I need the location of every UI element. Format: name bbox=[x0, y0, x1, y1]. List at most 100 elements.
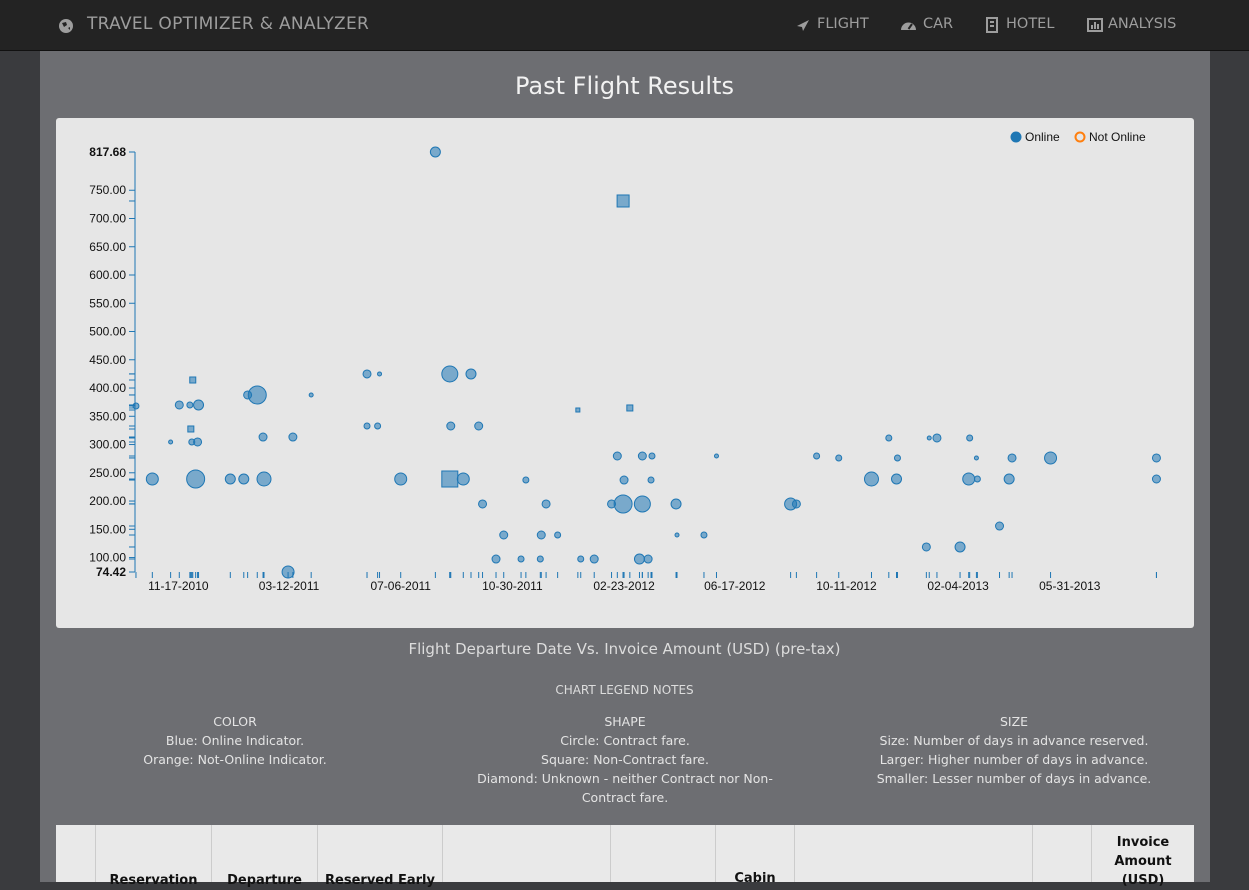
point bbox=[612, 451, 622, 461]
point bbox=[187, 425, 195, 433]
point bbox=[891, 473, 903, 485]
gauge-icon bbox=[901, 22, 916, 30]
legend-marker bbox=[1010, 131, 1022, 143]
point bbox=[893, 454, 901, 462]
point bbox=[193, 437, 203, 447]
point bbox=[1151, 453, 1161, 463]
navbar: TRAVEL OPTIMIZER & ANALYZER FLIGHT CAR H… bbox=[0, 0, 1249, 51]
y-tick-label: 817.68 bbox=[89, 145, 126, 159]
legend-note-line: Blue: Online Indicator. bbox=[165, 733, 305, 748]
x-tick-label: 06-17-2012 bbox=[704, 579, 766, 593]
point bbox=[966, 434, 974, 442]
point bbox=[536, 530, 546, 540]
legend-note-line: Size: Number of days in advance reserved… bbox=[879, 733, 1149, 748]
y-tick-label: 300.00 bbox=[89, 438, 126, 452]
y-tick-label: 200.00 bbox=[89, 494, 126, 508]
x-tick-label: 02-04-2013 bbox=[927, 579, 989, 593]
globe-icon bbox=[59, 19, 73, 33]
point bbox=[288, 432, 298, 442]
y-tick-label: 600.00 bbox=[89, 268, 126, 282]
nav-item[interactable]: FLIGHT bbox=[817, 16, 869, 32]
point bbox=[575, 407, 581, 413]
x-tick-label: 02-23-2012 bbox=[593, 579, 655, 593]
point bbox=[1151, 474, 1161, 484]
point bbox=[613, 494, 633, 514]
chart-card: 74.42 100.00 150.00 200.00 250.00 300.00 350.0… bbox=[56, 118, 1194, 628]
point bbox=[145, 472, 159, 486]
point bbox=[648, 452, 656, 460]
point bbox=[193, 399, 205, 411]
table-header-cell bbox=[1032, 825, 1091, 882]
y-tick-label: 700.00 bbox=[89, 211, 126, 225]
legend-note-line: Square: Non-Contract fare. bbox=[541, 752, 709, 767]
point bbox=[394, 472, 408, 486]
point bbox=[441, 470, 459, 488]
legend-notes-heading: CHART LEGEND NOTES bbox=[555, 683, 694, 697]
point bbox=[308, 392, 314, 398]
nav-item[interactable]: ANALYSIS bbox=[1108, 16, 1177, 32]
point bbox=[441, 365, 459, 383]
point bbox=[491, 554, 501, 564]
point bbox=[791, 499, 801, 509]
point bbox=[536, 555, 544, 563]
chart-caption: Flight Departure Date Vs. Invoice Amount… bbox=[408, 640, 841, 658]
table-header-cell bbox=[610, 825, 715, 882]
table-header-cell[interactable]: Reservation bbox=[95, 825, 211, 888]
y-tick-label: 250.00 bbox=[89, 466, 126, 480]
point bbox=[589, 554, 599, 564]
y-tick-label: 500.00 bbox=[89, 325, 126, 339]
point bbox=[465, 368, 477, 380]
nav-item[interactable]: HOTEL bbox=[1006, 16, 1055, 32]
brand[interactable]: TRAVEL OPTIMIZER & ANALYZER bbox=[87, 14, 370, 34]
legend-marker bbox=[1074, 131, 1086, 143]
point bbox=[926, 435, 932, 441]
x-tick-label: 10-11-2012 bbox=[816, 579, 877, 593]
legend-note-line: Diamond: Unknown - neither Contract nor … bbox=[477, 771, 773, 805]
point bbox=[954, 541, 966, 553]
y-tick-label: 150.00 bbox=[89, 522, 126, 536]
point bbox=[238, 473, 250, 485]
point bbox=[713, 453, 719, 459]
x-tick-label: 07-06-2011 bbox=[370, 579, 431, 593]
point bbox=[962, 472, 976, 486]
point bbox=[1003, 473, 1015, 485]
point bbox=[1044, 451, 1058, 465]
point bbox=[374, 422, 382, 430]
legend-note-title: SHAPE bbox=[604, 714, 646, 729]
point bbox=[554, 531, 562, 539]
point bbox=[626, 404, 634, 412]
point bbox=[474, 421, 484, 431]
point bbox=[363, 422, 371, 430]
legend-note-line: Circle: Contract fare. bbox=[560, 733, 690, 748]
table-header-cell[interactable]: Departure bbox=[211, 825, 317, 888]
y-tick-label: 100.00 bbox=[89, 551, 126, 565]
table-header-cell[interactable]: Invoice Amount (USD) bbox=[1091, 825, 1194, 888]
legend-note-title: COLOR bbox=[213, 714, 257, 729]
point bbox=[224, 473, 236, 485]
page-title: Past Flight Results bbox=[515, 72, 734, 100]
legend-label: Not Online bbox=[1089, 130, 1146, 144]
legend-note-line: Orange: Not-Online Indicator. bbox=[143, 752, 327, 767]
point bbox=[995, 521, 1005, 531]
point bbox=[281, 565, 295, 579]
point bbox=[247, 385, 267, 405]
point bbox=[700, 531, 708, 539]
legend-note-title: SIZE bbox=[999, 714, 1029, 729]
x-tick-label: 03-12-2011 bbox=[259, 579, 320, 593]
point bbox=[541, 499, 551, 509]
table-header-cell[interactable]: Cabin bbox=[715, 825, 794, 886]
point bbox=[643, 554, 653, 564]
table-header-cell bbox=[442, 825, 610, 882]
point bbox=[499, 530, 509, 540]
x-tick-label: 05-31-2013 bbox=[1039, 579, 1101, 593]
point bbox=[517, 555, 525, 563]
table-header-cell[interactable]: Reserved Early bbox=[317, 825, 442, 888]
point bbox=[921, 542, 931, 552]
nav-item[interactable]: CAR bbox=[923, 16, 954, 32]
legend-note-column: SHAPE Circle: Contract fare. Square: Non-C… bbox=[455, 712, 795, 807]
y-tick-label: 750.00 bbox=[89, 183, 126, 197]
point bbox=[932, 433, 942, 443]
point bbox=[577, 555, 585, 563]
point bbox=[174, 400, 184, 410]
